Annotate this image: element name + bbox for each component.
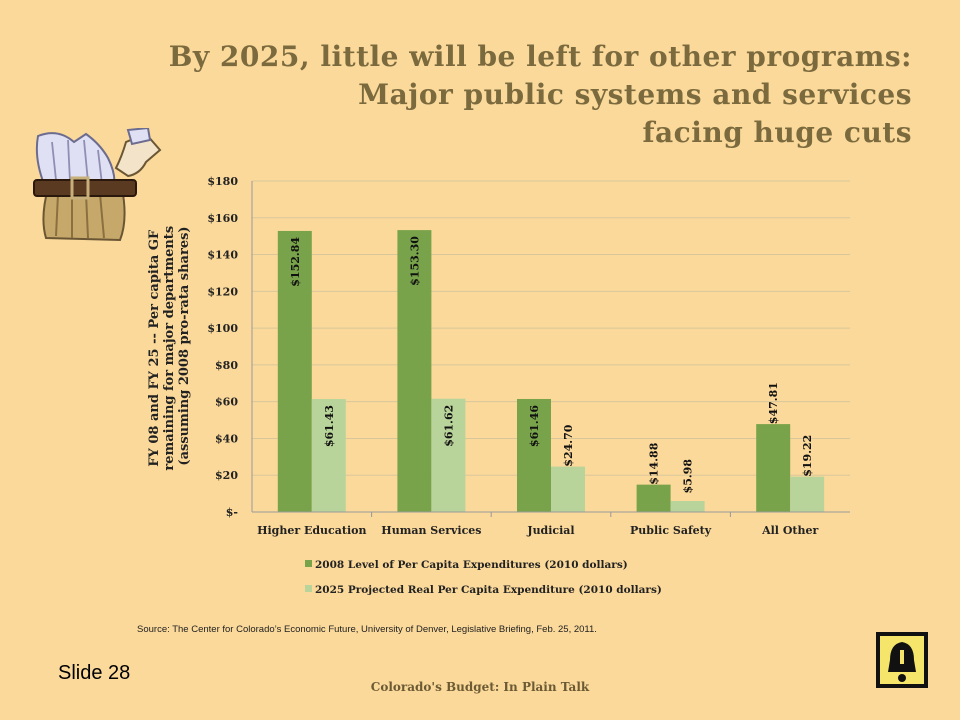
bar <box>636 484 671 512</box>
bar <box>397 230 432 512</box>
slide-number: Slide 28 <box>58 662 131 684</box>
bar <box>551 466 585 512</box>
x-axis-categories: Higher Education Human Services Judicial Pu… <box>257 512 818 537</box>
legend-label-2008: 2008 Level of Per Capita Expenditures (2… <box>315 559 628 571</box>
y-axis-label: FY 08 and FY 25 -- Per capita GF remaini… <box>147 221 192 470</box>
y-tick-label: $100 <box>207 322 238 335</box>
data-label: $61.62 <box>442 405 455 447</box>
title-line-1: By 2025, little will be left for other p… <box>168 40 912 73</box>
y-tick-label: $60 <box>215 396 238 409</box>
bars <box>277 230 825 512</box>
y-tick-label: $- <box>226 506 238 519</box>
bar <box>431 398 466 512</box>
legend-swatch-2008 <box>305 560 312 567</box>
legend: 2008 Level of Per Capita Expenditures (2… <box>305 559 662 596</box>
y-tick-label: $140 <box>207 249 238 262</box>
x-category-label: Higher Education <box>257 524 366 537</box>
y-tick-label: $160 <box>207 212 238 225</box>
bar <box>790 476 825 512</box>
y-tick-label: $40 <box>215 432 238 445</box>
bar <box>756 424 791 512</box>
legend-label-2025: 2025 Projected Real Per Capita Expenditu… <box>315 584 662 596</box>
bar <box>517 398 551 512</box>
x-category-label: Judicial <box>526 524 574 537</box>
source-note: Source: The Center for Colorado’s Econom… <box>137 624 597 635</box>
data-label: $24.70 <box>562 424 575 466</box>
y-tick-label: $80 <box>215 359 238 372</box>
data-label: $14.88 <box>648 442 661 484</box>
title-line-2: Major public systems and services <box>358 78 912 111</box>
y-axis-ticks: $- $20 $40 $60 $80 $100 $120 $140 $160 $180 <box>207 175 238 519</box>
data-label: $61.43 <box>323 405 336 447</box>
y-tick-label: $120 <box>207 285 238 298</box>
footer-title: Colorado's Budget: In Plain Talk <box>370 680 590 694</box>
bell-logo-icon <box>876 632 928 688</box>
slide-title: By 2025, little will be left for other p… <box>32 38 912 152</box>
y-tick-label: $180 <box>207 175 238 188</box>
data-label: $19.22 <box>801 435 814 477</box>
data-label: $47.81 <box>767 382 780 424</box>
data-label: $153.30 <box>408 236 421 286</box>
bar-chart: $- $20 $40 $60 $80 $100 $120 $140 $160 $180 $152.… <box>147 175 850 596</box>
y-tick-label: $20 <box>215 469 238 482</box>
data-labels: $152.84 $61.43 $153.30 $61.62 $61.46 $24.70 $1… <box>289 236 814 494</box>
y-axis-label-line-3: (assuming 2008 pro-rata shares) <box>177 226 192 465</box>
x-category-label: Human Services <box>381 524 481 537</box>
title-line-3: facing huge cuts <box>642 116 912 149</box>
x-category-label: Public Safety <box>630 524 712 537</box>
y-axis-label-line-2: remaining for major departments <box>162 226 177 471</box>
data-label: $152.84 <box>289 237 302 287</box>
bar <box>277 230 312 512</box>
bar <box>311 399 346 512</box>
belt-tightening-hands-icon <box>33 128 162 242</box>
legend-swatch-2025 <box>305 585 312 592</box>
data-label: $61.46 <box>528 405 541 447</box>
x-category-label: All Other <box>761 524 818 537</box>
y-axis-label-line-1: FY 08 and FY 25 -- Per capita GF <box>147 229 162 467</box>
bar <box>670 501 705 512</box>
data-label: $5.98 <box>682 459 695 494</box>
